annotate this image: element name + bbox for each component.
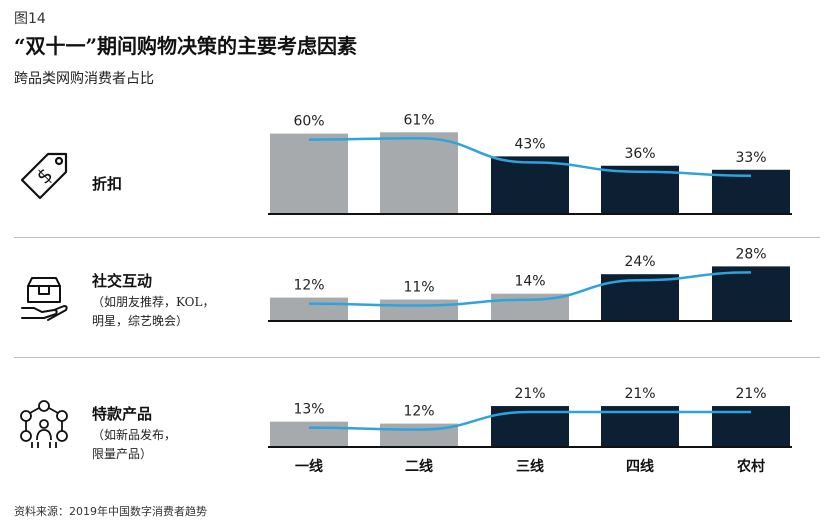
row-divider <box>14 237 820 238</box>
bar <box>380 132 458 214</box>
data-label: 12% <box>403 404 434 420</box>
x-tick-label: 二线 <box>405 458 433 475</box>
figure-label: 图14 <box>14 11 46 27</box>
x-tick-label: 农村 <box>736 458 765 475</box>
data-label: 21% <box>514 386 545 402</box>
data-label: 61% <box>403 112 434 128</box>
source-note: 资料来源：2019年中国数字消费者趋势 <box>14 505 207 518</box>
row-note-line: 明星，综艺晚会） <box>92 314 189 328</box>
data-label: 33% <box>735 150 766 166</box>
network-people-icon <box>20 400 68 448</box>
row-label-special: 特款产品 <box>92 405 153 423</box>
data-label: 21% <box>624 386 655 402</box>
row-note-social: （如朋友推荐，KOL， 明星，综艺晚会） <box>92 293 214 331</box>
data-label: 28% <box>735 246 766 262</box>
row-note-line: 限量产品） <box>92 447 153 461</box>
bar <box>270 297 348 321</box>
bar <box>270 133 348 214</box>
row-note-special: （如新品发布， 限量产品） <box>92 426 176 464</box>
bar <box>491 156 569 214</box>
row-note-line: （如新品发布， <box>92 428 177 442</box>
row-divider <box>14 357 820 358</box>
x-tick-label: 一线 <box>295 458 323 475</box>
bar <box>712 169 790 214</box>
box-in-hand-icon <box>21 277 68 321</box>
data-label: 11% <box>403 280 434 296</box>
chart-subtitle: 跨品类网购消费者占比 <box>14 71 154 87</box>
row-label-discount: 折扣 <box>92 175 123 193</box>
trend-line <box>308 410 751 431</box>
row-label-social: 社交互动 <box>92 272 153 290</box>
data-label: 21% <box>735 386 766 402</box>
chart-title: “双十一”期间购物决策的主要考虑因素 <box>14 34 358 58</box>
bar <box>712 266 790 321</box>
bar <box>270 421 348 447</box>
price-tag-icon: $ <box>20 152 68 200</box>
data-label: 60% <box>293 114 324 130</box>
data-label: 24% <box>624 254 655 270</box>
row-note-line: （如朋友推荐，KOL， <box>92 295 215 309</box>
bar <box>380 299 458 321</box>
x-tick-label: 三线 <box>516 458 544 475</box>
x-tick-label: 四线 <box>626 458 654 475</box>
bar <box>601 165 679 214</box>
data-label: 14% <box>514 274 545 290</box>
data-label: 43% <box>514 136 545 152</box>
data-label: 36% <box>624 146 655 162</box>
trend-line <box>308 271 752 307</box>
data-label: 13% <box>293 402 324 418</box>
trend-line <box>308 137 752 178</box>
data-label: 12% <box>293 278 324 294</box>
